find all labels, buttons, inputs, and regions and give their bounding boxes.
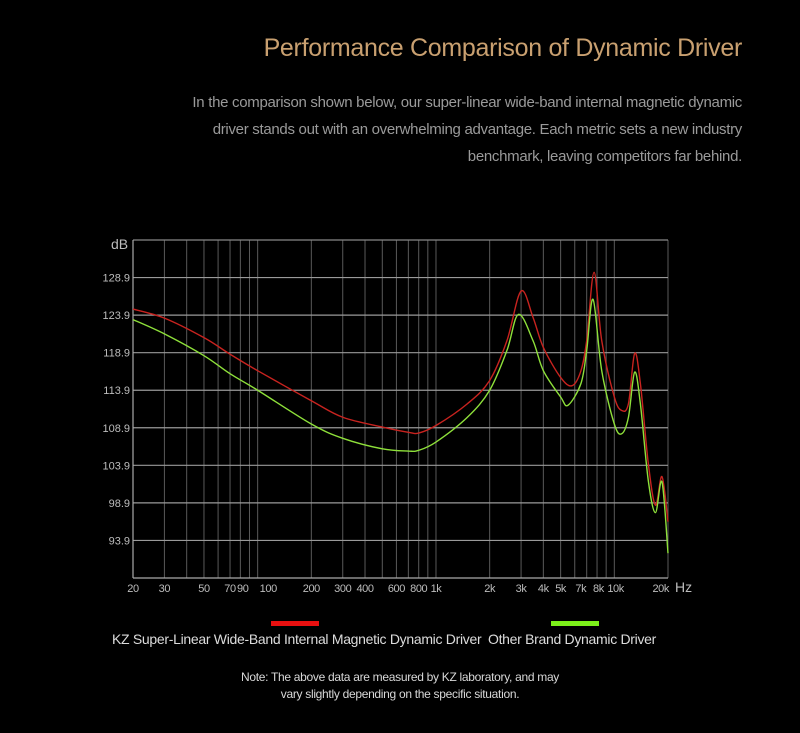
x-tick-label: 8k <box>593 583 605 595</box>
description-line: benchmark, leaving competitors far behin… <box>467 148 743 165</box>
x-tick-label: 600 <box>388 583 405 595</box>
frequency-response-chart: 128.9 123.9 118.9 113.9 108.9 103.9 98.9 93.9 20… <box>102 236 692 595</box>
y-tick-label: 128.9 <box>102 273 130 285</box>
series-line-other <box>132 298 669 554</box>
x-tick-label: 50 <box>198 583 210 595</box>
y-tick-label: 118.9 <box>103 348 130 360</box>
y-tick-label: 98.9 <box>109 498 130 510</box>
x-tick-label: 4k <box>538 583 550 595</box>
x-tick-label: 20k <box>652 583 669 595</box>
page-title: Performance Comparison of Dynamic Driver <box>263 34 743 62</box>
y-tick-label: 113.9 <box>103 385 130 397</box>
y-tick-label: 123.9 <box>102 310 130 322</box>
x-tick-label: 100 <box>260 583 277 595</box>
description: In the comparison shown below, our super… <box>102 89 742 170</box>
y-tick-label: 108.9 <box>102 423 130 435</box>
x-tick-label: 10k <box>607 583 624 595</box>
x-tick-label: 70 <box>224 583 236 595</box>
note-line: vary slightly depending on the specific … <box>280 687 520 701</box>
x-tick-label: 300 <box>334 583 351 595</box>
x-tick-label: 800 <box>410 583 427 595</box>
legend-swatch-other <box>551 621 599 626</box>
note: Note: The above data are measured by KZ … <box>0 669 800 703</box>
description-line: In the comparison shown below, our super… <box>192 94 742 111</box>
x-tick-label: 20 <box>127 583 139 595</box>
y-axis-label: dB <box>111 236 128 252</box>
x-tick-label: 1k <box>431 583 443 595</box>
y-tick-label: 93.9 <box>109 535 130 547</box>
x-axis-label: Hz <box>675 579 692 595</box>
x-tick-label: 30 <box>159 583 171 595</box>
legend-label-kz: KZ Super-Linear Wide-Band Internal Magne… <box>112 631 482 647</box>
legend-swatch-kz <box>271 621 319 626</box>
x-tick-label: 2k <box>484 583 496 595</box>
y-tick-label: 103.9 <box>102 460 130 472</box>
legend-label-other: Other Brand Dynamic Driver <box>488 631 657 647</box>
series-line-kz <box>132 271 669 522</box>
x-tick-label: 400 <box>356 583 373 595</box>
note-line: Note: The above data are measured by KZ … <box>240 670 560 684</box>
x-tick-label: 5k <box>555 583 567 595</box>
x-tick-label: 7k <box>575 583 587 595</box>
x-tick-label: 90 <box>237 583 249 595</box>
description-line: driver stands out with an overwhelming a… <box>212 121 743 138</box>
x-tick-label: 3k <box>516 583 528 595</box>
x-tick-label: 200 <box>303 583 320 595</box>
